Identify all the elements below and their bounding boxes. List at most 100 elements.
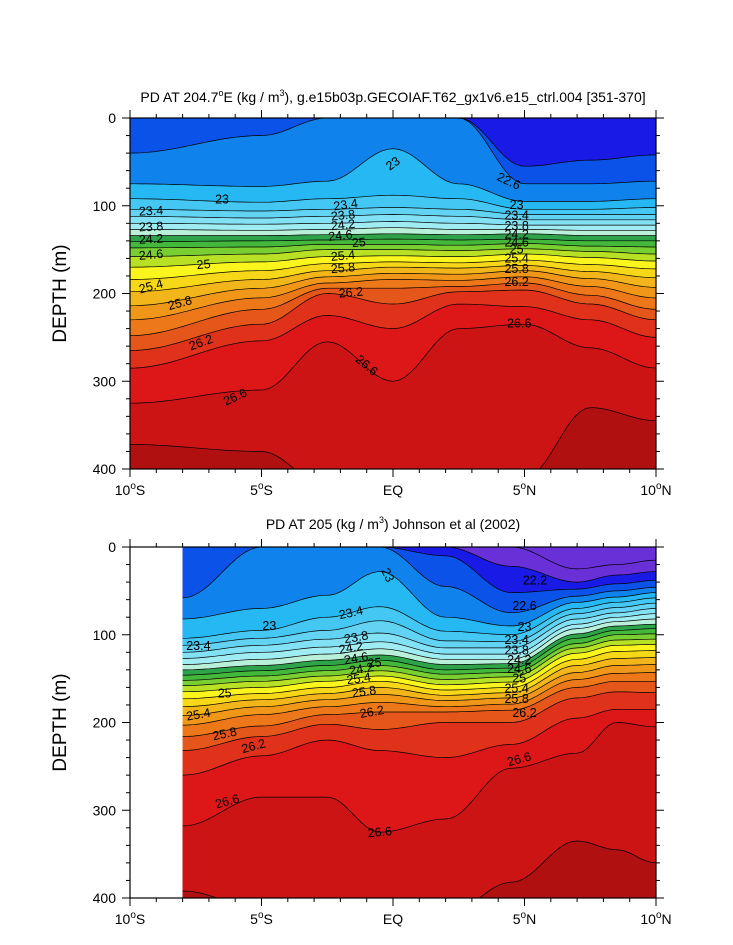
contour-line-25.2 [182,650,656,700]
contour-label: 23.8 [504,219,528,233]
contour-line-24.0 [130,227,656,231]
y-tick-label: 200 [93,715,117,731]
contour-line-26.8 [182,840,656,898]
contour-line-24.4 [130,238,656,243]
contour-line-25.8 [182,672,656,726]
contour-line-23.4 [182,602,656,646]
contour-label: 25.4 [185,706,211,724]
y-tick-label: 400 [93,890,117,906]
contour-label: 23 [262,619,276,633]
y-tick-label: 100 [93,627,117,643]
contour-label: 23 [383,154,402,173]
contour-line-23.2 [130,194,656,210]
contour-label: 26.6 [367,824,393,840]
contour-label: 25 [512,672,526,686]
contour-label: 23.8 [139,219,164,234]
contour-label: 25.4 [330,248,356,264]
y-tick-label: 300 [93,802,117,818]
contour-line-26.4 [130,303,656,369]
contour-label: 25.8 [166,293,193,313]
contour-line-26.4 [182,708,656,776]
contour-label: 24.2 [348,660,374,678]
x-tick-label: 5oN [513,910,536,927]
contour-label: 25 [351,235,366,250]
x-tick-label: EQ [383,911,403,927]
contour-line-24.8 [182,638,656,686]
band-26.8 [182,841,656,898]
contour-line-24.2 [130,233,656,236]
contour-line-25.6 [130,270,656,307]
contour-label: 25 [510,243,524,257]
contour-line-23.8 [182,613,656,659]
contour-label: 25 [196,257,211,272]
contour-label: 24.6 [343,649,369,667]
contour-line-26.0 [182,680,656,737]
contour-line-22.4 [182,547,656,583]
contour-label: 24.2 [330,217,356,233]
contour-label: 23.4 [504,208,528,222]
contour-line-22.8 [130,118,656,185]
contour-label: 23.8 [343,628,369,646]
contour-line-24.8 [130,248,656,257]
contour-line-25.8 [130,276,656,321]
panel-title: PD AT 205 (kg / m3) Johnson et al (2002) [266,515,520,532]
contour-label: 25.8 [504,262,528,276]
y-tick-label: 200 [93,286,117,302]
contour-label: 25.8 [351,683,377,700]
ticks [122,110,664,477]
contour-label: 25.4 [137,277,164,297]
contour-label: 24.2 [338,639,364,657]
contour-line-25.4 [130,265,656,293]
contour-line-23.6 [182,608,656,653]
ticks [122,539,664,906]
contour-label: 25.4 [346,670,372,687]
x-tick-label: 10oS [115,481,145,498]
contour-label: 25.8 [330,260,356,276]
band-26.6 [130,324,656,469]
contour-line-22.6 [182,547,656,593]
contour-line-23.0 [182,571,656,627]
contour-label: 24.6 [507,662,531,676]
contour-line-25.6 [182,664,656,716]
contour-label: 24.2 [139,231,164,246]
panel-title: PD AT 204.7oE (kg / m3), g.e15b03p.GECOI… [140,88,645,105]
contour-label: 23.8 [504,644,528,658]
contour-label: 26.6 [214,792,241,812]
contour-label: 23 [518,620,532,634]
x-tick-label: 5oN [513,481,536,498]
band-26.6 [182,722,656,898]
contour-label: 26.2 [338,285,364,301]
y-tick-label: 300 [93,373,117,389]
contour-label: 23.4 [139,203,164,218]
contour-line-25.0 [130,253,656,268]
contour-line-22.6 [130,118,656,167]
contour-label: 23.4 [333,196,359,213]
contour-label: 23.4 [186,639,210,653]
contour-label: 24.6 [138,247,164,263]
contour-line-24.4 [182,628,656,676]
contour-label: 23 [215,193,229,207]
x-tick-label: 10oN [640,481,671,498]
band-26.8 [130,407,656,469]
contour-line-26.6 [182,722,656,833]
contour-label: 22.6 [512,599,536,613]
contour-line-26.2 [130,289,656,351]
contour-label: 25 [367,655,382,670]
contour-field: 232322.623.423.824.224.62525.425.826.226… [130,118,656,469]
y-tick-label: 400 [93,461,117,477]
contour-line-23.2 [182,597,656,639]
x-tick-label: EQ [383,482,403,498]
contour-label: 22.2 [523,573,547,587]
y-axis-label: DEPTH (m) [50,244,71,342]
contour-label: 26.2 [512,706,536,720]
contour-label: 25.8 [211,725,238,744]
y-tick-label: 100 [93,198,117,214]
contour-label: 26.2 [359,703,385,721]
contour-line-24.0 [182,618,656,665]
contour-label: 25 [218,687,232,701]
y-tick-label: 0 [108,110,116,126]
contour-line-24.6 [182,633,656,681]
